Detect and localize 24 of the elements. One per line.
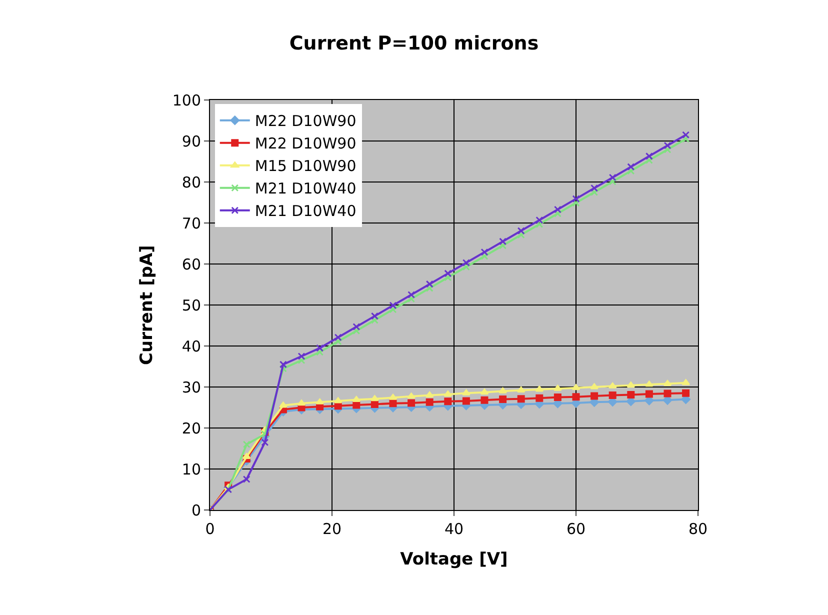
y-tick-label: 70 (182, 214, 201, 232)
y-tick-label: 30 (182, 378, 201, 396)
chart-title: Current P=100 microns (289, 32, 539, 55)
x-tick-label: 0 (205, 520, 215, 538)
x-tick-label: 40 (444, 520, 464, 538)
y-tick-label: 10 (182, 460, 201, 478)
x-tick-label: 80 (688, 520, 708, 538)
legend-label: M22 D10W90 (254, 112, 356, 130)
y-axis-title: Current [pA] (136, 245, 157, 365)
x-tick-label: 20 (322, 520, 342, 538)
y-tick-label: 40 (182, 337, 201, 356)
y-tick-label: 80 (182, 173, 201, 192)
y-tick-label: 60 (182, 255, 201, 274)
y-tick-label: 20 (182, 419, 201, 438)
legend-label: M21 D10W40 (254, 180, 356, 198)
legend-label: M22 D10W90 (254, 134, 356, 153)
legend-label: M15 D10W90 (254, 157, 356, 176)
legend-label: M21 D10W40 (254, 202, 356, 220)
x-tick-label: 60 (566, 520, 586, 538)
x-axis-title: Voltage [V] (400, 549, 508, 570)
y-tick-label: 90 (182, 132, 201, 150)
y-tick-label: 50 (182, 296, 201, 314)
y-tick-label: 100 (172, 91, 201, 110)
y-tick-label: 0 (191, 501, 201, 520)
